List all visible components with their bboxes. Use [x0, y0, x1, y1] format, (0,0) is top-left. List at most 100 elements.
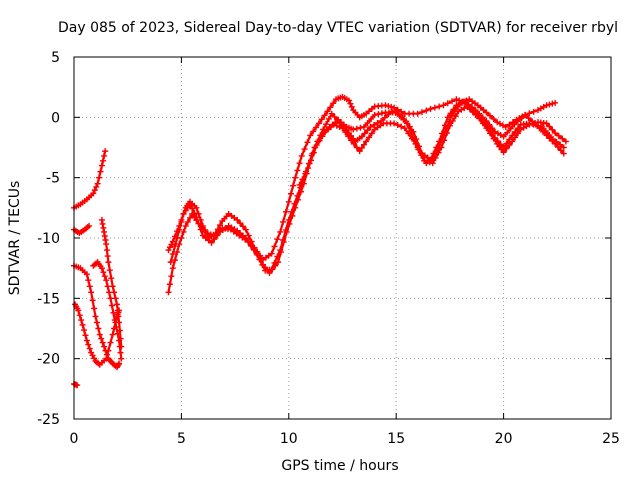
data-point — [298, 152, 305, 159]
data-point — [294, 167, 301, 174]
data-point — [525, 115, 532, 122]
data-point — [472, 111, 479, 118]
data-point — [479, 118, 486, 125]
data-point — [560, 144, 567, 151]
data-point — [76, 312, 83, 319]
x-tick-label: 20 — [495, 431, 513, 447]
data-point — [492, 134, 499, 141]
data-point — [113, 301, 120, 308]
data-point — [342, 129, 349, 136]
data-point — [526, 120, 533, 127]
data-point — [353, 125, 360, 132]
data-point — [217, 222, 224, 229]
data-point — [117, 335, 124, 342]
data-point — [180, 228, 187, 235]
data-point — [234, 216, 241, 223]
data-point — [101, 343, 108, 350]
data-point — [357, 124, 364, 131]
data-point — [96, 331, 103, 338]
data-point — [400, 116, 407, 123]
data-point — [103, 247, 110, 254]
data-point — [89, 297, 96, 304]
data-point — [266, 269, 273, 276]
data-point — [371, 111, 378, 118]
data-point — [268, 250, 275, 257]
data-point — [202, 228, 209, 235]
data-point — [324, 108, 331, 115]
y-tick-label: 5 — [51, 50, 60, 66]
data-point — [302, 170, 309, 177]
data-point — [418, 109, 425, 116]
data-point — [464, 103, 471, 110]
data-point — [257, 256, 264, 263]
data-point — [345, 133, 352, 140]
data-point — [176, 226, 183, 233]
data-point — [280, 218, 287, 225]
data-point — [103, 241, 110, 248]
data-point — [169, 265, 176, 272]
data-point — [297, 188, 304, 195]
data-point — [363, 138, 370, 145]
data-point — [166, 281, 173, 288]
data-point — [79, 321, 86, 328]
data-point — [83, 271, 90, 278]
data-point — [330, 100, 337, 107]
data-point — [282, 208, 289, 215]
data-point — [350, 126, 357, 133]
data-point — [106, 267, 113, 274]
data-point — [367, 123, 374, 130]
data-point — [176, 241, 183, 248]
data-point — [440, 102, 447, 109]
data-point — [449, 111, 456, 118]
data-point — [333, 122, 340, 129]
data-point — [559, 135, 566, 142]
data-point — [307, 132, 314, 139]
data-point — [463, 97, 470, 104]
data-point — [98, 265, 105, 272]
data-point — [116, 327, 123, 334]
data-point — [316, 137, 323, 144]
data-point — [552, 130, 559, 137]
data-point — [96, 174, 103, 181]
data-point — [347, 100, 354, 107]
data-point — [313, 142, 320, 149]
axis-ticks: 0 5 10 15 20 25 -25 -20 -15 -10 -5 0 5 — [37, 50, 620, 447]
data-point — [305, 165, 312, 172]
data-point — [178, 218, 185, 225]
x-tick-label: 0 — [70, 431, 79, 447]
data-point — [469, 109, 476, 116]
data-point — [242, 235, 249, 241]
data-point — [195, 220, 202, 227]
data-point — [74, 382, 81, 389]
data-point — [457, 99, 464, 106]
data-point — [184, 218, 191, 225]
x-tick-label: 5 — [177, 431, 186, 447]
data-point — [427, 105, 434, 112]
data-point — [102, 148, 109, 155]
data-point — [503, 145, 510, 152]
data-point — [197, 226, 204, 233]
data-point — [174, 235, 181, 241]
data-point — [512, 128, 519, 135]
data-point — [315, 120, 322, 127]
data-point — [272, 262, 279, 269]
data-point — [543, 102, 550, 109]
data-point — [502, 123, 509, 130]
data-point — [509, 119, 516, 126]
data-point — [546, 123, 553, 130]
data-point — [504, 129, 511, 136]
data-point — [444, 130, 451, 137]
data-point — [105, 347, 112, 354]
data-point — [274, 236, 281, 243]
data-point — [431, 104, 438, 111]
data-point — [104, 283, 111, 290]
data-point — [503, 140, 510, 147]
data-point — [108, 275, 115, 282]
data-point — [93, 183, 100, 190]
data-point — [101, 232, 108, 239]
data-point — [107, 295, 114, 302]
data-point — [245, 239, 252, 246]
data-point — [542, 128, 549, 135]
data-point — [292, 204, 299, 211]
data-series — [71, 93, 569, 389]
